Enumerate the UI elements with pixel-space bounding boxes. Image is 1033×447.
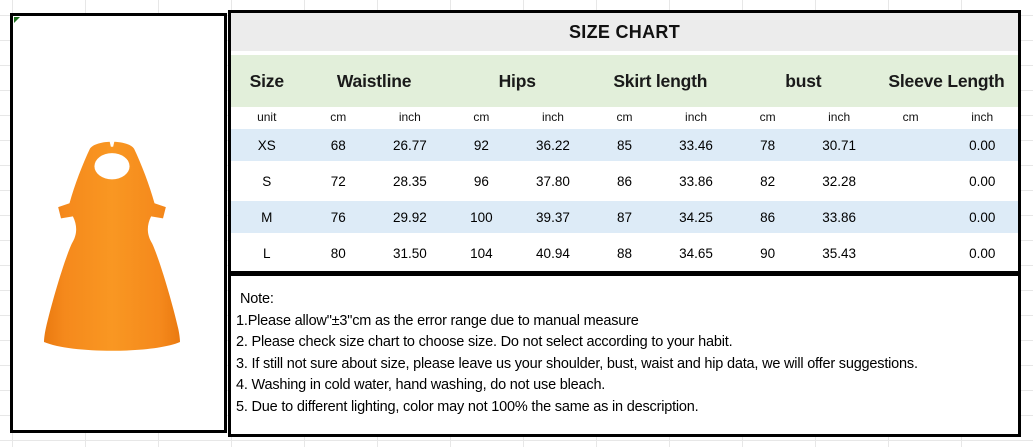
unit-cell: inch	[971, 110, 994, 124]
value-cell: 30.71	[822, 137, 857, 153]
value-cell: 96	[473, 173, 489, 189]
size-chart-panel: SIZE CHART Size Waistline Hips Skirt len…	[228, 10, 1021, 437]
unit-cell: cm	[902, 110, 919, 124]
value-cell: 0.00	[969, 209, 996, 225]
value-cell: 104	[470, 245, 493, 261]
unit-cell: inch	[828, 110, 851, 124]
value-cell: 87	[616, 209, 632, 225]
value-cell: 34.25	[679, 209, 713, 225]
row-separator	[231, 51, 1018, 55]
note-line: 5. Due to different lighting, color may …	[236, 398, 699, 415]
header-hips: Hips	[498, 70, 536, 91]
unit-cell: cm	[473, 110, 490, 124]
size-cell: XS	[257, 137, 276, 153]
header-size: Size	[249, 70, 284, 91]
unit-cell: cm	[616, 110, 633, 124]
product-image-box	[10, 13, 227, 433]
size-cell: L	[263, 245, 271, 261]
value-cell	[875, 129, 947, 161]
value-cell: 29.92	[392, 209, 427, 225]
unit-row: unit cm inch cm inch cm inch cm inch cm …	[231, 107, 1018, 127]
value-cell: 37.80	[536, 173, 570, 189]
value-cell: 0.00	[969, 137, 996, 153]
value-cell: 34.65	[679, 245, 713, 261]
value-cell: 85	[616, 137, 632, 153]
value-cell	[875, 201, 947, 233]
size-cell: M	[261, 209, 273, 225]
value-cell: 86	[616, 173, 632, 189]
table-row: M 76 29.92 100 39.37 87 34.25 86 33.86 0…	[231, 199, 1018, 235]
value-cell: 92	[473, 137, 489, 153]
header-group-row: Size Waistline Hips Skirt length bust Sl…	[231, 55, 1018, 107]
unit-cell: inch	[398, 110, 421, 124]
note-heading: Note:	[240, 291, 274, 307]
value-cell	[875, 163, 947, 199]
table-row: S 72 28.35 96 37.80 86 33.86 82 32.28 0.…	[231, 163, 1018, 199]
value-cell: 72	[330, 173, 346, 189]
value-cell: 0.00	[969, 173, 996, 189]
unit-cell: cm	[759, 110, 776, 124]
note-line: 3. If still not sure about size, please …	[236, 355, 918, 372]
value-cell: 32.28	[822, 173, 857, 189]
note-section: Note: 1.Please allow"±3"cm as the error …	[231, 276, 1018, 418]
value-cell: 78	[760, 137, 776, 153]
value-cell: 33.86	[822, 209, 857, 225]
value-cell: 90	[760, 245, 776, 261]
value-cell: 68	[330, 137, 346, 153]
table-note-divider	[231, 271, 1018, 276]
value-cell: 35.43	[822, 245, 857, 261]
table-row: L 80 31.50 104 40.94 88 34.65 90 35.43 0…	[231, 235, 1018, 271]
unit-cell: inch	[685, 110, 708, 124]
value-cell: 39.37	[536, 209, 570, 225]
green-corner-marker-icon	[14, 17, 20, 23]
header-bust: bust	[785, 70, 822, 91]
size-cell: S	[262, 173, 272, 189]
note-line: 1.Please allow"±3"cm as the error range …	[236, 312, 639, 329]
value-cell: 0.00	[969, 245, 996, 261]
header-skirt-length: Skirt length	[613, 70, 708, 91]
value-cell: 100	[470, 209, 493, 225]
value-cell: 86	[760, 209, 776, 225]
dress-image	[44, 139, 180, 351]
value-cell: 88	[616, 245, 632, 261]
table-row: XS 68 26.77 92 36.22 85 33.46 78 30.71 0…	[231, 127, 1018, 163]
unit-cell: cm	[330, 110, 347, 124]
value-cell: 31.50	[392, 245, 427, 261]
value-cell: 82	[760, 173, 776, 189]
unit-cell: inch	[541, 110, 564, 124]
value-cell: 40.94	[536, 245, 570, 261]
value-cell	[875, 235, 947, 271]
value-cell: 76	[330, 209, 346, 225]
value-cell: 36.22	[536, 137, 570, 153]
value-cell: 28.35	[392, 173, 427, 189]
size-chart-title: SIZE CHART	[231, 13, 1018, 51]
header-waistline: Waistline	[336, 70, 412, 91]
value-cell: 80	[330, 245, 346, 261]
unit-cell: unit	[257, 110, 277, 124]
value-cell: 33.86	[679, 173, 713, 189]
note-line: 4. Washing in cold water, hand washing, …	[236, 377, 606, 393]
value-cell: 33.46	[679, 137, 713, 153]
value-cell: 26.77	[392, 137, 427, 153]
header-sleeve-length: Sleeve Length	[888, 70, 1005, 91]
note-line: 2. Please check size chart to choose siz…	[236, 334, 733, 350]
